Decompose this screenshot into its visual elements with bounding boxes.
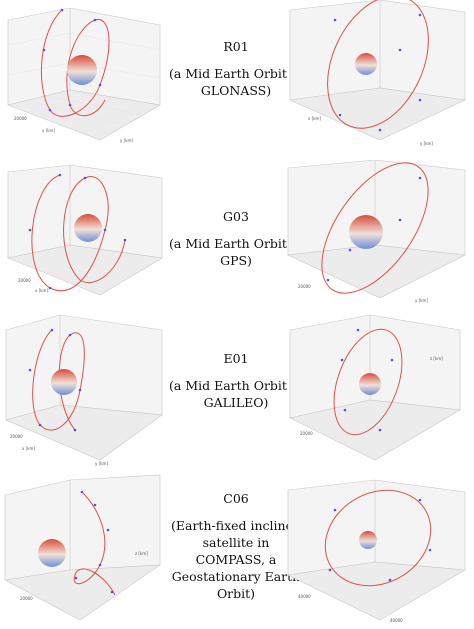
tick-label: 20000 <box>18 278 31 283</box>
tick-label: 20000 <box>14 116 27 121</box>
tick-label: 20000 <box>20 596 33 601</box>
sample-points <box>28 328 82 432</box>
sample-points <box>333 13 422 132</box>
axes-box <box>5 314 163 461</box>
orbit-plot-g03-left: 20000 x [km] <box>0 160 168 310</box>
figure-row-c06: 20000 z [km] C06 (Earth-fixed inclined s… <box>0 470 474 629</box>
axes-box <box>287 479 466 621</box>
satellite-description: (Earth-fixed inclined satellite in COMPA… <box>171 518 301 601</box>
x-axis-label: x [km] <box>35 288 48 293</box>
caption-r01: R01 (a Mid Earth Orbit in GLONASS) <box>168 38 304 99</box>
z-axis-label: z [km] <box>430 356 443 361</box>
orbit-plot-r01-left: 20000 x [km] y [km] <box>0 0 168 160</box>
orbit-path <box>333 328 403 436</box>
caption-g03: G03 (a Mid Earth Orbit in GPS) <box>168 208 304 269</box>
earth-sphere <box>359 531 377 549</box>
axes-box <box>289 314 461 461</box>
tick-label: 20000 <box>10 434 23 439</box>
orbit-path <box>324 489 432 587</box>
axes-box <box>6 164 163 296</box>
axes-box <box>286 160 467 299</box>
sample-points <box>74 490 114 594</box>
sample-points <box>28 173 127 290</box>
satellite-code: G03 <box>223 209 249 224</box>
figure-row-g03: 20000 x [km] G03 (a Mid Earth Orbit in G… <box>0 160 474 310</box>
y-axis-label: y [km] <box>95 461 108 466</box>
tick-label: 40000 <box>298 594 311 599</box>
tick-label: 40000 <box>390 618 403 623</box>
x-axis-label: x [km] <box>308 116 321 121</box>
figure-row-e01: 20000 x [km] y [km] E01 (a Mid Earth Orb… <box>0 310 474 470</box>
satellite-description: (a Mid Earth Orbit in GALILEO) <box>169 378 303 410</box>
satellite-code: R01 <box>223 39 249 54</box>
orbit-path <box>31 174 126 292</box>
earth-sphere <box>74 214 102 242</box>
figure-row-r01: 20000 x [km] y [km] R01 (a Mid Earth Orb… <box>0 0 474 160</box>
satellite-description: (a Mid Earth Orbit in GPS) <box>169 236 303 268</box>
x-axis-label: x [km] <box>22 446 35 451</box>
satellite-code: E01 <box>223 351 249 366</box>
x-axis-label: x [km] <box>42 128 55 133</box>
earth-sphere <box>51 369 77 395</box>
earth-sphere <box>359 373 381 395</box>
y-axis-label: y [km] <box>420 141 433 146</box>
orbit-plot-e01-right: 20000 z [km] <box>280 310 470 470</box>
orbit-path <box>321 162 429 294</box>
orbit-path <box>327 0 429 129</box>
y-axis-label: y [km] <box>415 298 428 303</box>
z-axis-label: z [km] <box>135 551 148 556</box>
satellite-code: C06 <box>223 491 249 506</box>
earth-sphere <box>67 55 97 85</box>
orbit-plot-g03-right: 20000 y [km] <box>280 160 470 310</box>
sample-points <box>42 8 102 112</box>
earth-sphere <box>355 53 377 75</box>
caption-e01: E01 (a Mid Earth Orbit in GALILEO) <box>168 350 304 411</box>
sample-points <box>328 498 432 582</box>
tick-label: 20000 <box>300 431 313 436</box>
y-axis-label: y [km] <box>120 138 133 143</box>
satellite-description: (a Mid Earth Orbit in GLONASS) <box>169 66 303 98</box>
caption-c06: C06 (Earth-fixed inclined satellite in C… <box>168 490 304 602</box>
sample-points <box>340 328 394 432</box>
orbit-plot-e01-left: 20000 x [km] y [km] <box>0 310 168 470</box>
orbit-path <box>73 491 116 596</box>
orbit-plot-r01-right: x [km] y [km] <box>280 0 470 160</box>
earth-sphere <box>38 539 66 567</box>
earth-sphere <box>349 215 383 249</box>
orbit-plot-c06-left: 20000 z [km] <box>0 470 168 629</box>
orbit-plot-c06-right: 40000 40000 <box>280 470 470 629</box>
sample-points <box>326 176 422 282</box>
tick-label: 20000 <box>298 284 311 289</box>
